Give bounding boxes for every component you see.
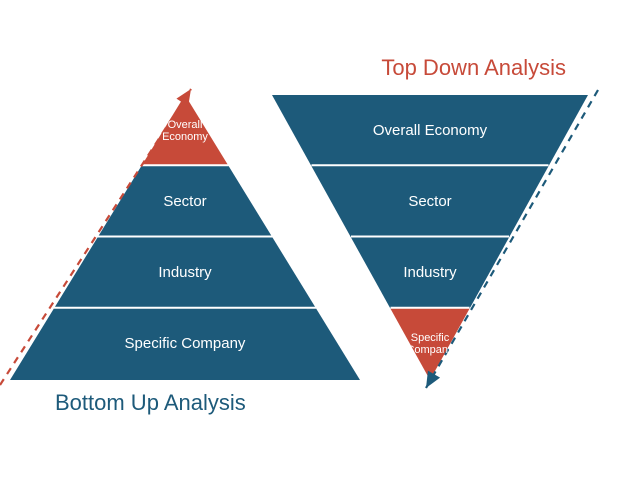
pyramid-svg — [0, 0, 626, 501]
diagram-canvas: Top Down Analysis Bottom Up Analysis Ove… — [0, 0, 626, 501]
